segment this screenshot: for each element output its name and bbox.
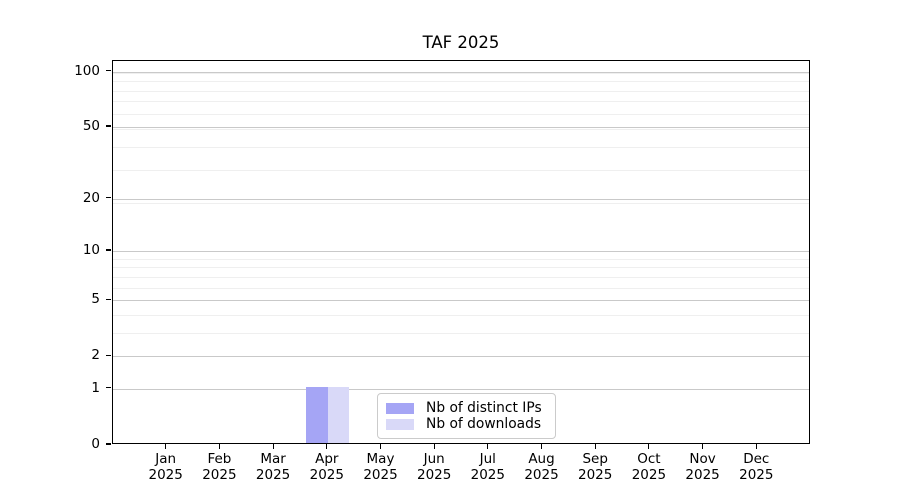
y-gridline-major xyxy=(113,198,809,200)
x-tick-mark xyxy=(648,444,650,449)
x-tick-label: Feb 2025 xyxy=(191,451,247,483)
y-gridline-minor xyxy=(113,258,809,260)
legend-item-downloads: Nb of downloads xyxy=(386,416,547,432)
x-tick-month: Mar xyxy=(260,451,286,467)
plot-area xyxy=(112,60,810,444)
x-tick-label: Mar 2025 xyxy=(245,451,301,483)
y-tick-label: 100 xyxy=(74,62,100,79)
y-gridline-minor xyxy=(113,169,809,171)
x-tick-year: 2025 xyxy=(524,466,559,483)
x-tick-label: Aug 2025 xyxy=(514,451,570,483)
x-tick-month: Feb xyxy=(207,451,232,467)
x-tick-label: May 2025 xyxy=(353,451,409,483)
y-tick-mark xyxy=(106,298,111,300)
x-tick-label: Jan 2025 xyxy=(138,451,194,483)
x-tick-year: 2025 xyxy=(255,466,291,483)
y-gridline-minor xyxy=(113,202,809,204)
y-gridline-major xyxy=(113,127,809,128)
y-tick-mark xyxy=(106,387,111,389)
legend: Nb of distinct IPs Nb of downloads xyxy=(377,393,556,439)
y-gridline-major xyxy=(113,356,809,358)
y-tick-label: 10 xyxy=(82,242,100,258)
x-tick-mark xyxy=(540,444,543,449)
x-tick-month: Jul xyxy=(479,451,496,467)
y-tick-mark xyxy=(106,70,111,72)
y-gridline-minor xyxy=(113,267,809,269)
x-tick-mark xyxy=(218,444,220,449)
y-gridline-minor xyxy=(113,113,809,115)
y-tick-mark xyxy=(106,249,111,251)
x-tick-month: Nov xyxy=(689,451,716,467)
y-tick-label: 20 xyxy=(82,189,100,206)
y-gridline-major xyxy=(113,388,809,390)
bar-nb-of-distinct-ips xyxy=(306,386,328,443)
x-tick-year: 2025 xyxy=(631,466,667,483)
x-tick-label: Jun 2025 xyxy=(406,451,462,483)
x-tick-mark xyxy=(326,444,328,449)
x-tick-label: Jul 2025 xyxy=(460,451,516,483)
x-tick-mark xyxy=(272,444,274,449)
y-gridline-minor xyxy=(113,128,809,130)
y-tick-label: 0 xyxy=(91,436,100,452)
x-tick-year: 2025 xyxy=(202,466,237,483)
y-tick-label: 2 xyxy=(91,347,100,364)
y-gridline-minor xyxy=(113,101,809,103)
y-tick-label: 5 xyxy=(91,291,100,308)
x-tick-month: Jun xyxy=(423,451,445,467)
x-tick-year: 2025 xyxy=(148,466,183,483)
x-tick-label: Apr 2025 xyxy=(299,451,355,483)
x-tick-year: 2025 xyxy=(578,466,613,483)
x-tick-label: Sep 2025 xyxy=(567,451,623,483)
x-tick-mark xyxy=(379,444,382,449)
y-gridline-major xyxy=(113,300,809,302)
y-tick-label: 50 xyxy=(82,118,100,134)
y-gridline-major xyxy=(113,71,809,73)
x-tick-year: 2025 xyxy=(470,466,505,483)
x-tick-label: Nov 2025 xyxy=(675,451,731,483)
x-tick-mark xyxy=(755,444,757,449)
x-tick-year: 2025 xyxy=(739,466,774,483)
x-tick-year: 2025 xyxy=(417,466,452,483)
y-tick-label: 1 xyxy=(91,379,100,396)
legend-swatch-distinct-ips xyxy=(386,402,414,414)
legend-label-distinct-ips: Nb of distinct IPs xyxy=(426,400,542,416)
bar-nb-of-downloads xyxy=(327,386,350,443)
x-tick-mark xyxy=(702,444,704,449)
x-tick-year: 2025 xyxy=(685,466,720,483)
y-tick-mark xyxy=(106,197,111,199)
x-tick-month: Oct xyxy=(637,451,661,467)
y-gridline-minor xyxy=(113,276,809,278)
x-tick-label: Dec 2025 xyxy=(728,451,784,483)
y-gridline-minor xyxy=(113,146,809,148)
legend-swatch-downloads xyxy=(386,418,414,430)
x-tick-mark xyxy=(487,444,489,449)
y-gridline-minor xyxy=(113,72,809,74)
x-tick-mark xyxy=(165,444,167,449)
y-gridline-minor xyxy=(113,332,809,334)
x-tick-label: Oct 2025 xyxy=(621,451,677,483)
y-gridline-minor xyxy=(113,81,809,82)
x-tick-year: 2025 xyxy=(363,466,398,483)
x-tick-month: Sep xyxy=(582,451,608,467)
x-tick-month: Jan xyxy=(155,451,177,467)
x-tick-month: Apr xyxy=(315,451,339,467)
x-tick-mark xyxy=(433,444,435,449)
x-tick-mark xyxy=(594,444,596,449)
legend-item-distinct-ips: Nb of distinct IPs xyxy=(386,400,547,416)
chart-title: TAF 2025 xyxy=(422,33,500,52)
x-tick-month: Aug xyxy=(528,451,555,467)
y-tick-mark xyxy=(106,125,111,127)
x-tick-year: 2025 xyxy=(309,466,344,483)
y-gridline-minor xyxy=(113,314,809,316)
y-gridline-major xyxy=(113,251,809,252)
legend-label-downloads: Nb of downloads xyxy=(426,416,542,432)
y-tick-mark xyxy=(106,443,111,445)
y-gridline-minor xyxy=(113,90,809,92)
y-gridline-minor xyxy=(113,287,809,289)
x-tick-month: Dec xyxy=(743,451,770,467)
y-tick-mark xyxy=(106,354,111,356)
x-tick-month: May xyxy=(366,451,395,467)
